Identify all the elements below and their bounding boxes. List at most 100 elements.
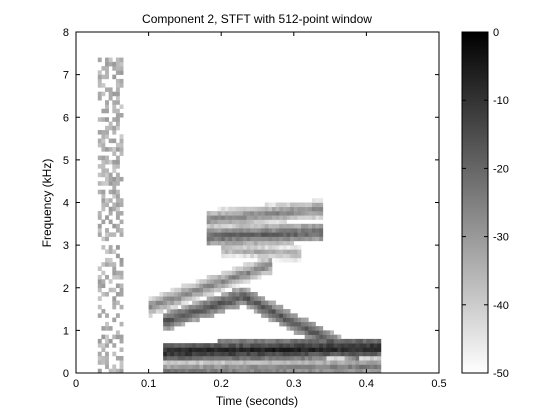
spectrogram-cell	[101, 172, 106, 178]
spectrogram-cell	[112, 368, 117, 373]
spectrogram-cell	[239, 347, 244, 352]
spectrogram-cell	[235, 355, 240, 361]
spectrogram-cell	[217, 364, 222, 370]
spectrogram-cell	[293, 253, 298, 259]
spectrogram-cell	[286, 202, 291, 208]
spectrogram-cell	[261, 364, 266, 370]
spectrogram-cell	[272, 219, 276, 225]
spectrogram-cell	[232, 232, 237, 237]
spectrogram-cell	[192, 313, 197, 318]
spectrogram-cell	[119, 270, 124, 276]
spectrogram-cell	[246, 300, 251, 306]
spectrogram-cell	[319, 215, 324, 220]
spectrogram-cell	[184, 355, 189, 361]
spectrogram-cell	[257, 360, 262, 365]
spectrogram-cell	[217, 228, 222, 233]
spectrogram-cell	[170, 343, 175, 348]
spectrogram-cell	[181, 309, 186, 314]
spectrogram-cell	[268, 211, 273, 216]
spectrogram-cell	[315, 206, 320, 212]
spectrogram-cell	[97, 155, 102, 161]
spectrogram-cell	[257, 236, 262, 242]
spectrogram-cell	[253, 274, 258, 280]
spectrogram-cell	[362, 351, 367, 357]
spectrogram-cell	[115, 368, 120, 373]
spectrogram-cell	[257, 274, 262, 280]
spectrogram-cell	[268, 266, 273, 271]
spectrogram-cell	[112, 262, 117, 267]
spectrogram-cell	[105, 125, 109, 131]
spectrogram-cell	[159, 292, 164, 297]
spectrogram-cell	[253, 206, 258, 212]
spectrogram-cell	[239, 292, 244, 297]
spectrogram-cell	[261, 249, 266, 254]
spectrogram-cell	[282, 360, 287, 365]
spectrogram-cell	[213, 296, 218, 301]
x-tick-label: 0.1	[141, 378, 156, 390]
spectrogram-cell	[301, 202, 305, 208]
spectrogram-cell	[239, 368, 244, 373]
spectrogram-cell	[330, 338, 335, 344]
spectrogram-cell	[272, 343, 276, 348]
spectrogram-cell	[206, 347, 211, 352]
spectrogram-cell	[290, 326, 295, 331]
spectrogram-cell	[195, 317, 200, 323]
spectrogram-cell	[155, 304, 160, 310]
spectrogram-cell	[108, 245, 113, 250]
spectrogram-cell	[250, 338, 255, 344]
spectrogram-cell	[250, 300, 255, 306]
spectrogram-cell	[97, 274, 102, 280]
spectrogram-cell	[181, 347, 186, 352]
spectrogram-cell	[159, 304, 164, 310]
spectrogram-cell	[97, 360, 102, 365]
spectrogram-cell	[213, 343, 218, 348]
spectrogram-cell	[184, 347, 189, 352]
y-tick-label: 4	[63, 198, 69, 210]
spectrogram-cell	[315, 360, 320, 365]
spectrogram-cell	[232, 296, 237, 301]
spectrogram-cell	[203, 304, 207, 310]
spectrogram-cell	[235, 211, 240, 216]
spectrogram-cell	[239, 343, 244, 348]
spectrogram-cell	[261, 347, 266, 352]
spectrogram-cell	[315, 330, 320, 335]
spectrogram-cell	[257, 228, 262, 233]
spectrogram-cell	[315, 355, 320, 361]
spectrogram-cell	[221, 292, 226, 297]
spectrogram-cell	[370, 347, 374, 352]
spectrogram-cell	[257, 240, 262, 246]
spectrogram-cell	[311, 202, 316, 208]
spectrogram-cell	[101, 66, 106, 71]
spectrogram-cell	[293, 368, 298, 373]
spectrogram-cell	[297, 215, 302, 220]
spectrogram-cell	[97, 78, 102, 84]
spectrogram-cell	[221, 300, 226, 306]
spectrogram-cell	[261, 351, 266, 357]
spectrogram-cell	[242, 351, 247, 357]
spectrogram-cell	[370, 343, 374, 348]
spectrogram-cell	[108, 326, 113, 331]
spectrogram-cell	[232, 236, 237, 242]
spectrogram-cell	[242, 236, 247, 242]
spectrogram-cell	[293, 351, 298, 357]
spectrogram-cell	[257, 245, 262, 250]
spectrogram-cell	[250, 236, 255, 242]
spectrogram-cell	[355, 355, 360, 361]
spectrogram-cell	[293, 343, 298, 348]
spectrogram-cell	[213, 274, 218, 280]
spectrogram-cell	[301, 228, 305, 233]
spectrogram-cell	[217, 240, 222, 246]
spectrogram-cell	[159, 296, 164, 301]
spectrogram-cell	[177, 292, 182, 297]
spectrogram-cell	[112, 117, 117, 122]
spectrogram-cell	[246, 266, 251, 271]
spectrogram-cell	[348, 364, 353, 370]
spectrogram-cell	[297, 249, 302, 254]
spectrogram-cell	[199, 355, 204, 361]
spectrogram-cell	[373, 351, 378, 357]
spectrogram-cell	[344, 355, 349, 361]
y-tick-label: 7	[63, 70, 69, 82]
spectrogram-cell	[359, 360, 364, 365]
spectrogram-cell	[330, 364, 335, 370]
spectrogram-cell	[108, 189, 113, 195]
